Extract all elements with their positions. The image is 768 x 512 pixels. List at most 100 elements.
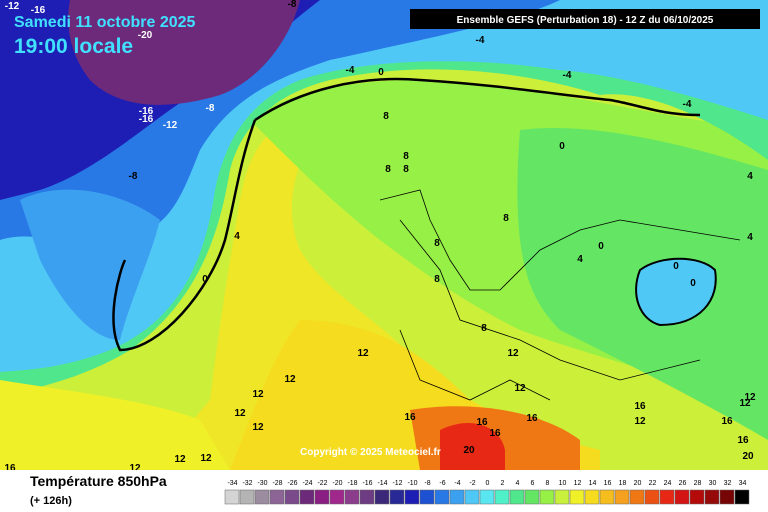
color-scale: -34 -32 -30 -28 -26 -24 -22 -20 -18 -16 -14 -12 -10-…: [224, 480, 750, 505]
scale-label: 26: [679, 480, 687, 487]
contour-label: 12: [174, 454, 186, 465]
scale-swatch: [269, 489, 285, 505]
contour-label: 8: [403, 151, 409, 162]
contour-label: 16: [737, 435, 749, 446]
zone-m4: [20, 189, 160, 340]
scale-swatch: [299, 489, 315, 505]
scale-swatch: [224, 489, 240, 505]
contour-label: 12: [634, 416, 646, 427]
scale-swatch: [314, 489, 330, 505]
contour-label: 8: [481, 323, 487, 334]
contour-label: 12: [514, 383, 526, 394]
contour-label: 12: [744, 392, 756, 403]
contour-label: 16: [634, 401, 646, 412]
scale-swatch: [359, 489, 375, 505]
zone-24: [440, 422, 505, 470]
scale-label: 10: [559, 480, 567, 487]
scale-swatch: [404, 489, 420, 505]
scale-label: -10: [407, 480, 417, 487]
scale-label: -12: [392, 480, 402, 487]
scale-label: 22: [649, 480, 657, 487]
scale-swatch: [434, 489, 450, 505]
scale-swatch: [554, 489, 570, 505]
contour-label: -8: [206, 103, 215, 114]
scale-label: -16: [362, 480, 372, 487]
contour-label: -12: [5, 1, 20, 12]
scale-swatch: [494, 489, 510, 505]
scale-swatch: [674, 489, 690, 505]
scale-swatch: [569, 489, 585, 505]
date: Samedi 11 octobre 2025: [14, 14, 196, 31]
contour-label: 16: [489, 428, 501, 439]
scale-label: -28: [272, 480, 282, 487]
zone-m20: [68, 0, 301, 105]
contour-label: -4: [683, 99, 692, 110]
contour-label: -8: [129, 171, 138, 182]
scale-label: 2: [501, 480, 505, 487]
scale-swatch: [389, 489, 405, 505]
contour-label: 0: [378, 67, 384, 78]
contour-label: 0: [598, 241, 604, 252]
contour-label: 20: [463, 445, 475, 456]
scale-swatch: [419, 489, 435, 505]
scale-swatch: [629, 489, 645, 505]
contour-label: -16: [139, 114, 154, 125]
scale-swatch: [539, 489, 555, 505]
isotherm-0-west: [112, 119, 257, 352]
contour-label: 16: [476, 417, 488, 428]
scale-label: 0: [486, 480, 490, 487]
scale-swatch: [239, 489, 255, 505]
contour-label: -8: [288, 0, 297, 10]
scale-swatch: [254, 489, 270, 505]
contour-label: 8: [385, 164, 391, 175]
contour-label: 0: [690, 278, 696, 289]
contour-label: 16: [721, 416, 733, 427]
scale-label: 18: [619, 480, 627, 487]
contour-label: -12: [163, 120, 178, 131]
coastlines: [379, 189, 741, 401]
contour-label: -20: [138, 30, 153, 41]
scale-label: -18: [347, 480, 357, 487]
scale-label: -8: [424, 480, 430, 487]
scale-label: 34: [739, 480, 747, 487]
scale-label: 4: [516, 480, 520, 487]
contour-label: 12: [284, 374, 296, 385]
scale-label: -34: [227, 480, 237, 487]
scale-swatch: [509, 489, 525, 505]
contour-label: 12: [357, 348, 369, 359]
scale-label: -30: [257, 480, 267, 487]
contour-label: 4: [234, 231, 240, 242]
contour-label: 12: [129, 463, 141, 470]
model-info: Ensemble GEFS (Perturbation 18) - 12 Z d…: [457, 15, 714, 26]
scale-label: -14: [377, 480, 387, 487]
contour-label: 8: [383, 111, 389, 122]
scale-swatch: [734, 489, 750, 505]
scale-swatch: [659, 489, 675, 505]
scale-label: -22: [317, 480, 327, 487]
scale-swatch: [614, 489, 630, 505]
footer-lead: (+ 126h): [30, 495, 72, 507]
scale-swatch: [704, 489, 720, 505]
contour-label: -4: [563, 70, 572, 81]
contour-label: -4: [346, 65, 355, 76]
scale-label: -6: [439, 480, 445, 487]
contour-label: 12: [234, 408, 246, 419]
scale-label: -4: [454, 480, 460, 487]
contour-label: -16: [139, 106, 154, 117]
scale-swatch: [344, 489, 360, 505]
contour-label: 8: [403, 164, 409, 175]
model-box: [410, 9, 760, 29]
scale-label: 16: [604, 480, 612, 487]
scale-label: 6: [531, 480, 535, 487]
scale-swatch: [689, 489, 705, 505]
scale-label: 14: [589, 480, 597, 487]
contour-label: 12: [252, 389, 264, 400]
contour-label: 12: [739, 398, 751, 409]
contour-label: 8: [434, 238, 440, 249]
contour-label: 4: [747, 232, 753, 243]
cold-pocket: [635, 257, 717, 327]
scale-swatch: [644, 489, 660, 505]
contour-label: 16: [4, 463, 16, 470]
